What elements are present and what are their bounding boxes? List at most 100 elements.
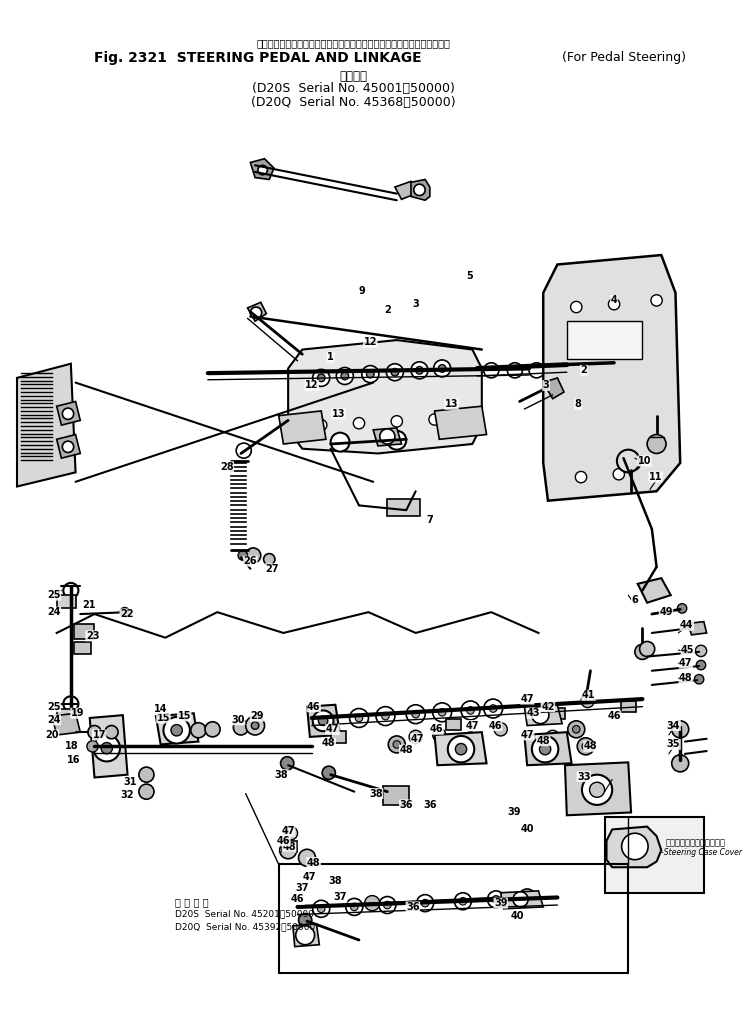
Bar [57, 596, 76, 609]
Text: 38: 38 [275, 770, 288, 780]
Polygon shape [247, 302, 267, 321]
Text: 8: 8 [574, 400, 582, 409]
Circle shape [246, 548, 261, 563]
Circle shape [318, 716, 328, 726]
Text: 47: 47 [466, 721, 479, 731]
Circle shape [354, 417, 365, 428]
Text: 48: 48 [399, 745, 413, 755]
Text: 16: 16 [67, 755, 80, 766]
Circle shape [139, 767, 154, 782]
Circle shape [299, 850, 315, 866]
Bar [73, 643, 91, 654]
Text: 44: 44 [680, 620, 694, 630]
Circle shape [312, 369, 330, 386]
Polygon shape [434, 732, 487, 766]
Text: 36: 36 [423, 800, 437, 810]
Circle shape [672, 721, 689, 738]
Circle shape [651, 295, 662, 306]
Bar [282, 840, 297, 852]
Circle shape [617, 450, 640, 473]
Circle shape [264, 554, 275, 565]
Circle shape [448, 736, 474, 763]
Text: 43: 43 [527, 708, 541, 719]
Text: 12: 12 [305, 380, 318, 391]
Circle shape [433, 703, 452, 722]
Circle shape [434, 360, 451, 377]
Circle shape [529, 363, 545, 378]
Polygon shape [565, 763, 631, 815]
Text: 20: 20 [45, 730, 58, 740]
Circle shape [513, 892, 528, 907]
Text: 36: 36 [406, 902, 419, 912]
Text: 46: 46 [307, 702, 321, 711]
Circle shape [677, 604, 687, 613]
Polygon shape [156, 713, 198, 744]
Circle shape [382, 712, 389, 720]
Circle shape [163, 718, 190, 743]
Bar [279, 864, 628, 973]
Polygon shape [307, 705, 340, 737]
Polygon shape [411, 179, 430, 200]
Circle shape [582, 742, 589, 750]
Text: 14: 14 [154, 703, 167, 713]
Circle shape [258, 165, 267, 174]
Circle shape [462, 732, 479, 749]
Circle shape [422, 899, 429, 907]
Circle shape [455, 893, 471, 910]
Text: 11: 11 [649, 473, 662, 482]
Circle shape [315, 419, 327, 430]
Polygon shape [279, 411, 326, 444]
Text: Fig. 2321  STEERING PEDAL AND LINKAGE: Fig. 2321 STEERING PEDAL AND LINKAGE [94, 51, 422, 65]
Polygon shape [250, 159, 274, 179]
Circle shape [101, 742, 112, 753]
Text: D20S  Serial No. 45201～50000: D20S Serial No. 45201～50000 [175, 910, 314, 918]
Text: 9: 9 [359, 286, 366, 296]
Text: 41: 41 [582, 690, 595, 700]
Polygon shape [524, 732, 571, 766]
Text: 10: 10 [637, 456, 651, 466]
Circle shape [589, 782, 604, 797]
Circle shape [635, 645, 650, 659]
Circle shape [488, 891, 505, 908]
Text: 6: 6 [631, 594, 638, 605]
Polygon shape [90, 715, 127, 778]
Circle shape [695, 645, 706, 657]
Bar [604, 817, 704, 893]
Bar [621, 701, 636, 712]
Circle shape [120, 608, 130, 617]
Polygon shape [373, 428, 401, 446]
Text: 13: 13 [332, 409, 345, 419]
Circle shape [87, 741, 98, 752]
Circle shape [409, 730, 422, 743]
Text: 47: 47 [521, 694, 534, 704]
Text: 36: 36 [399, 800, 413, 810]
Circle shape [416, 367, 423, 374]
Text: 48: 48 [307, 858, 321, 867]
Circle shape [461, 701, 480, 720]
Circle shape [388, 736, 405, 753]
Text: 12: 12 [363, 337, 377, 347]
Circle shape [355, 714, 363, 722]
Text: ステアリング　ペダル　および　リンケージ（ペダル　ステアリング用）: ステアリング ペダル および リンケージ（ペダル ステアリング用） [256, 38, 450, 48]
Circle shape [571, 301, 582, 313]
Text: 47: 47 [303, 871, 317, 882]
Circle shape [380, 428, 395, 444]
Circle shape [351, 903, 358, 910]
Circle shape [582, 775, 612, 805]
Polygon shape [52, 713, 80, 735]
Circle shape [94, 735, 120, 762]
Circle shape [672, 754, 689, 772]
Text: 適用号機: 適用号機 [339, 70, 367, 83]
Text: 45: 45 [681, 645, 694, 655]
Circle shape [406, 705, 425, 724]
Circle shape [622, 833, 648, 860]
Bar [383, 786, 409, 805]
Polygon shape [293, 924, 319, 947]
Circle shape [613, 468, 625, 480]
Circle shape [467, 737, 474, 744]
Circle shape [330, 433, 350, 452]
Circle shape [312, 710, 333, 731]
Text: 1: 1 [327, 353, 334, 362]
Text: 47: 47 [326, 725, 339, 734]
Circle shape [296, 926, 315, 945]
